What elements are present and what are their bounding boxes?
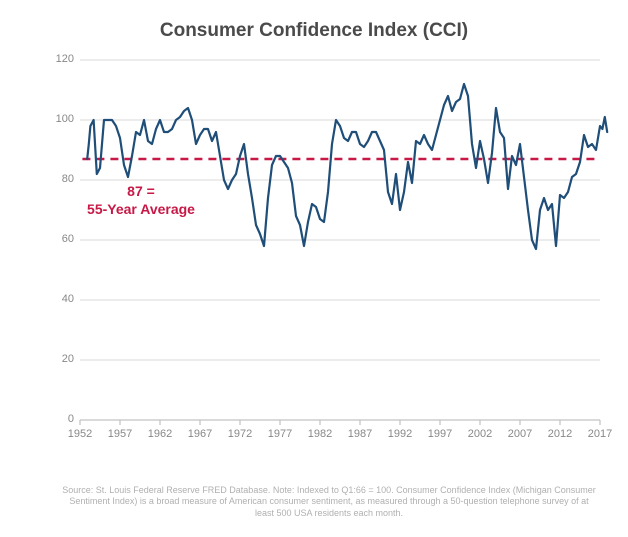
y-tick-label: 20 [42, 353, 74, 365]
x-tick-label: 1972 [220, 428, 260, 440]
source-note: Source: St. Louis Federal Reserve FRED D… [60, 485, 598, 519]
x-tick-label: 1997 [420, 428, 460, 440]
x-tick-label: 1952 [60, 428, 100, 440]
x-tick-label: 1987 [340, 428, 380, 440]
x-tick-label: 1982 [300, 428, 340, 440]
x-tick-label: 1962 [140, 428, 180, 440]
x-tick-label: 1992 [380, 428, 420, 440]
cci-chart: Consumer Confidence Index (CCI) CCI (Ind… [0, 0, 628, 537]
x-tick-label: 1957 [100, 428, 140, 440]
x-tick-label: 2012 [540, 428, 580, 440]
plot-area [0, 0, 628, 537]
y-tick-label: 120 [42, 53, 74, 65]
y-tick-label: 0 [42, 413, 74, 425]
y-tick-label: 80 [42, 173, 74, 185]
average-annotation: 87 = 55-Year Average [76, 183, 206, 218]
y-tick-label: 100 [42, 113, 74, 125]
x-tick-label: 2002 [460, 428, 500, 440]
x-tick-label: 2007 [500, 428, 540, 440]
y-tick-label: 60 [42, 233, 74, 245]
x-tick-label: 1977 [260, 428, 300, 440]
x-tick-label: 1967 [180, 428, 220, 440]
x-tick-label: 2017 [580, 428, 620, 440]
y-tick-label: 40 [42, 293, 74, 305]
annotation-line1: 87 = [76, 183, 206, 201]
annotation-line2: 55-Year Average [76, 201, 206, 219]
